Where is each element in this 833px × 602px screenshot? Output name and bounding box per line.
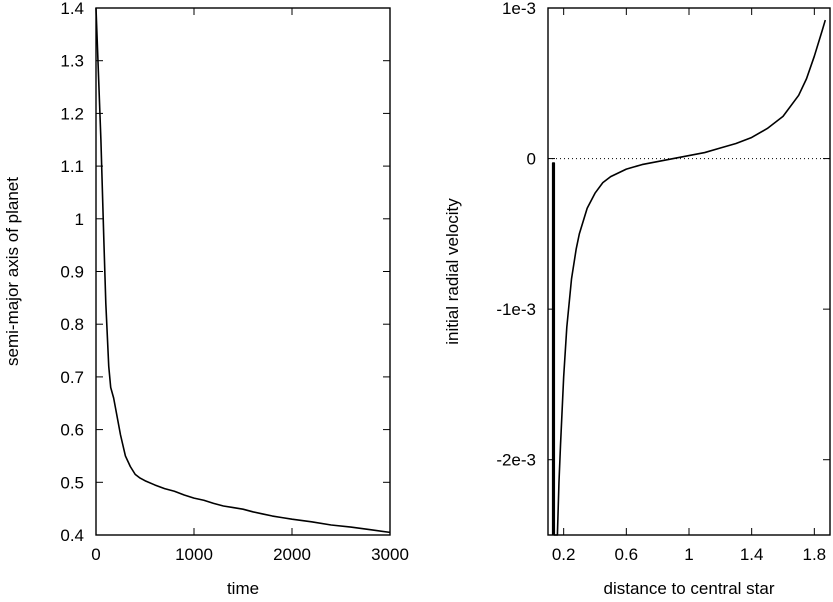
plot-right: -2e-3 -1e-3 0 1e-3 0.2 0.6 1 1.4 1.8 distance to … xyxy=(443,0,831,598)
y-tick-label: 0.9 xyxy=(60,263,84,282)
x-tick-label: 1.8 xyxy=(803,545,827,564)
y-tick-label: 1.1 xyxy=(60,157,84,176)
x-tick-label: 2000 xyxy=(273,545,311,564)
y-tick-label: 1 xyxy=(75,210,84,229)
y-tick-label: 0.7 xyxy=(60,368,84,387)
x-tick-label: 1 xyxy=(684,545,693,564)
x-tick-label: 1.4 xyxy=(740,545,764,564)
plot-frame xyxy=(547,7,831,536)
x-tick-label: 0.2 xyxy=(552,545,576,564)
x-tick-label: 1000 xyxy=(175,545,213,564)
y-tick-label: 1.4 xyxy=(60,0,84,18)
y-tick-label: -1e-3 xyxy=(496,300,536,319)
y-axis-label: semi-major axis of planet xyxy=(3,177,22,366)
y-tick-label: 1e-3 xyxy=(502,0,536,18)
x-tick-label: 3000 xyxy=(371,545,409,564)
x-axis-label: time xyxy=(227,579,259,597)
y-tick-label: 0.6 xyxy=(60,421,84,440)
x-tick-label: 0 xyxy=(91,545,100,564)
y-tick-label: 1.3 xyxy=(60,52,84,71)
y-tick-label: 0 xyxy=(527,150,536,169)
x-tick-label: 0.6 xyxy=(615,545,639,564)
plot-left: 0.4 0.5 0.6 0.7 0.8 0.9 1 1.1 1.2 1.3 1.4 0 1000 2000… xyxy=(3,0,409,598)
y-tick-label: -2e-3 xyxy=(496,451,536,470)
series-line-0 xyxy=(95,7,391,534)
x-axis-label: distance to central star xyxy=(603,579,774,597)
y-tick-label: 0.4 xyxy=(60,526,84,545)
y-tick-label: 0.8 xyxy=(60,315,84,334)
y-axis-label: initial radial velocity xyxy=(443,198,462,345)
series-line-0 xyxy=(551,19,827,536)
y-tick-label: 0.5 xyxy=(60,473,84,492)
y-tick-label: 1.2 xyxy=(60,104,84,123)
plot-frame xyxy=(95,7,391,536)
